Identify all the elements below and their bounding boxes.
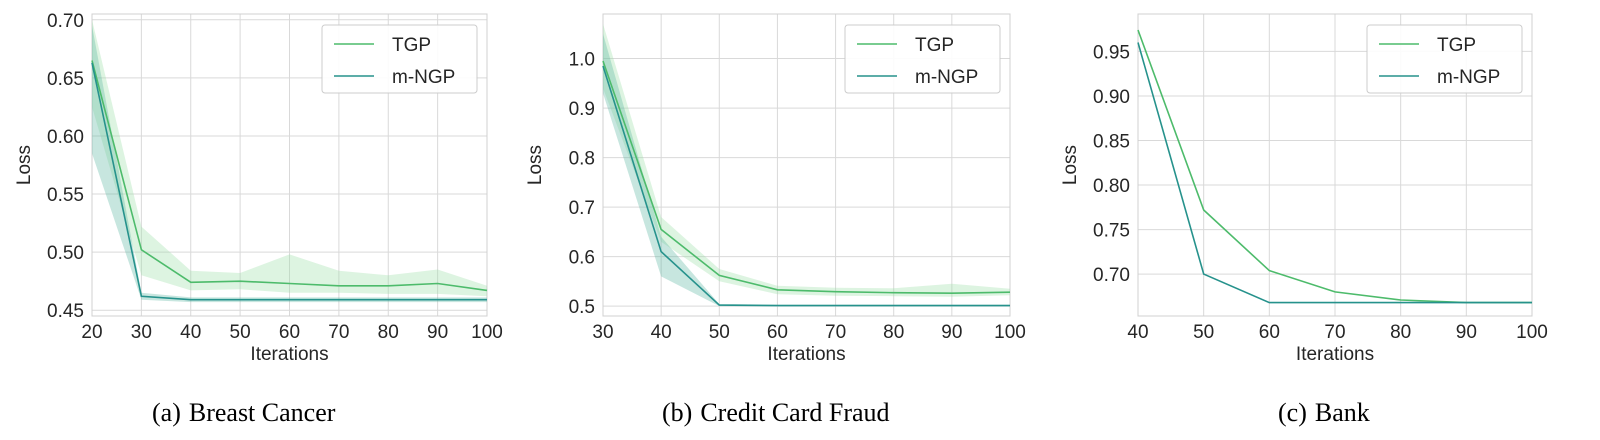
caption-label: (c) (1278, 398, 1307, 427)
x-tick-label: 70 (328, 322, 349, 343)
panel-0: 20 30 40 50 60 70 80 90 100 0.45 0.50 0.55 0.60 0.65 0… (14, 11, 503, 365)
caption-bank: (c) Bank (1278, 398, 1370, 428)
y-tick-label: 0.9 (569, 99, 595, 120)
y-tick-label: 0.60 (47, 127, 84, 148)
x-axis-label: Iterations (1296, 344, 1374, 365)
y-tick-label: 0.55 (47, 185, 84, 206)
x-tick-label: 50 (1193, 322, 1214, 343)
x-tick-label: 50 (709, 322, 730, 343)
x-tick-label: 100 (994, 322, 1026, 343)
caption-text: Credit Card Fraud (700, 398, 890, 427)
series-line-tgp (91, 60, 488, 292)
panel-2: 40 50 60 70 80 90 100 0.70 0.75 0.80 0.85 0.90 0.95 I… (1060, 13, 1548, 365)
y-axis-label: Loss (1060, 145, 1081, 185)
x-tick-label: 60 (767, 322, 788, 343)
x-tick-label: 20 (81, 322, 102, 343)
plot-frame (1137, 13, 1533, 317)
legend-label-m-ngp: m-NGP (915, 67, 978, 88)
x-axis-label: Iterations (767, 344, 845, 365)
y-tick-label: 0.70 (47, 11, 84, 32)
plot-frame (91, 13, 488, 317)
x-tick-label: 60 (279, 322, 300, 343)
legend-label-tgp: TGP (1437, 35, 1476, 56)
y-tick-label: 0.70 (1093, 265, 1130, 286)
x-tick-label: 80 (378, 322, 399, 343)
caption-credit-card-fraud: (b) Credit Card Fraud (662, 398, 890, 428)
legend: TGP m-NGP (1366, 24, 1523, 94)
x-tick-label: 100 (1516, 322, 1548, 343)
x-tick-label: 90 (427, 322, 448, 343)
legend-label-m-ngp: m-NGP (1437, 67, 1500, 88)
x-tick-label: 100 (471, 322, 503, 343)
x-tick-label: 30 (131, 322, 152, 343)
y-tick-label: 0.95 (1093, 42, 1130, 63)
y-tick-label: 0.85 (1093, 132, 1130, 153)
y-tick-label: 0.8 (569, 149, 595, 170)
y-tick-label: 0.50 (47, 243, 84, 264)
series-line-tgp (602, 60, 1011, 295)
y-tick-label: 0.6 (569, 248, 595, 269)
legend: TGP m-NGP (321, 24, 478, 94)
y-tick-label: 0.90 (1093, 87, 1130, 108)
plot-frame (602, 13, 1011, 317)
y-axis-label: Loss (14, 145, 35, 185)
series-line-m-ngp (602, 65, 1010, 307)
panel-1: 30 40 50 60 70 80 90 100 0.5 0.6 0.7 0.8 0.9 1.0 Itera… (525, 13, 1026, 365)
x-tick-label: 70 (1324, 322, 1345, 343)
y-tick-label: 0.65 (47, 69, 84, 90)
y-tick-label: 0.80 (1093, 176, 1130, 197)
y-axis-label: Loss (525, 145, 546, 185)
x-tick-label: 90 (1456, 322, 1477, 343)
x-tick-label: 80 (883, 322, 904, 343)
legend: TGP m-NGP (844, 24, 1001, 94)
caption-text: Breast Cancer (188, 398, 336, 427)
x-tick-label: 50 (230, 322, 251, 343)
series-line-m-ngp (1137, 42, 1532, 304)
y-tick-label: 0.7 (569, 198, 595, 219)
x-tick-label: 40 (180, 322, 201, 343)
x-tick-label: 40 (651, 322, 672, 343)
y-tick-label: 0.75 (1093, 221, 1130, 242)
y-tick-label: 1.0 (569, 50, 595, 71)
caption-breast-cancer: (a) Breast Cancer (152, 398, 335, 428)
x-tick-label: 30 (592, 322, 613, 343)
series-line-m-ngp (91, 62, 487, 301)
legend-label-m-ngp: m-NGP (392, 67, 455, 88)
x-axis-label: Iterations (250, 344, 328, 365)
caption-label: (a) (152, 398, 181, 427)
x-tick-label: 70 (825, 322, 846, 343)
x-tick-label: 60 (1259, 322, 1280, 343)
legend-label-tgp: TGP (915, 35, 954, 56)
x-tick-label: 80 (1390, 322, 1411, 343)
y-tick-label: 0.45 (47, 301, 84, 322)
y-tick-label: 0.5 (569, 297, 595, 318)
legend-label-tgp: TGP (392, 35, 431, 56)
caption-label: (b) (662, 398, 693, 427)
x-tick-label: 40 (1127, 322, 1148, 343)
caption-text: Bank (1314, 398, 1370, 427)
x-tick-label: 90 (941, 322, 962, 343)
